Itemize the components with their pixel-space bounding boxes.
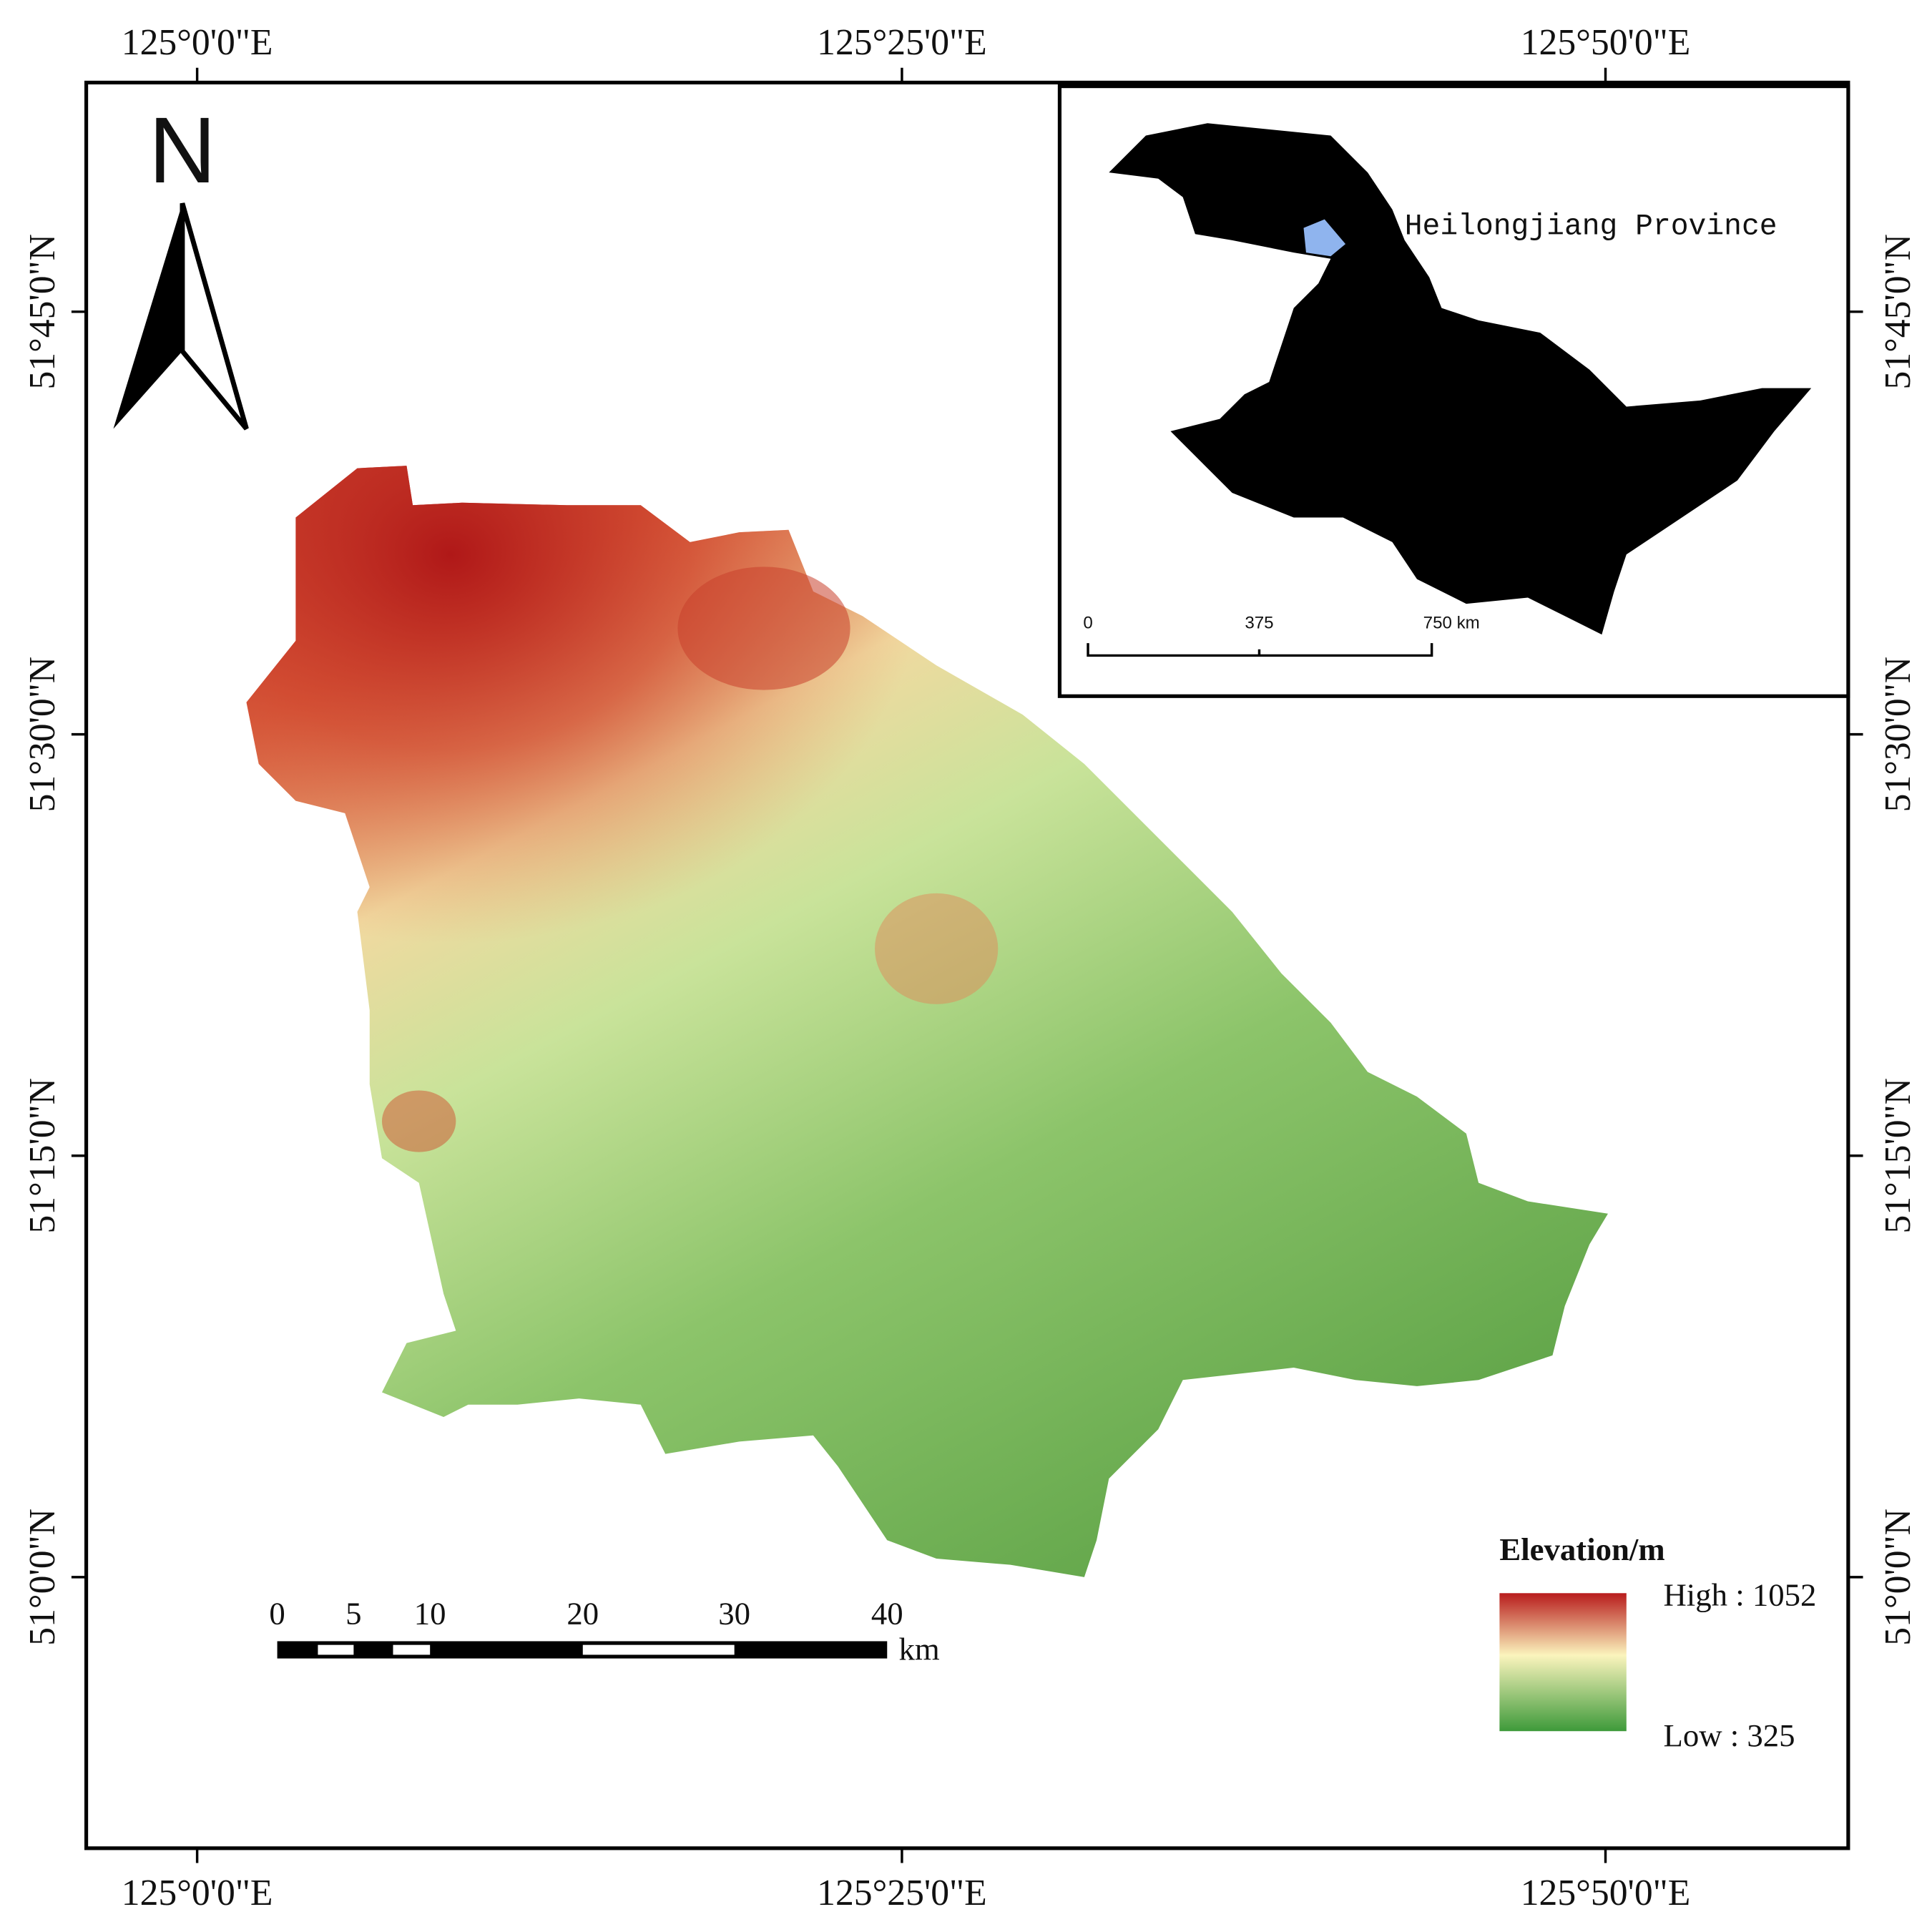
scale-label: 0	[269, 1595, 285, 1631]
scale-unit: km	[898, 1631, 939, 1667]
inset-scale-label: 375	[1245, 614, 1273, 633]
lat-label: 51°30'0"N	[1878, 657, 1918, 813]
scale-label: 40	[871, 1595, 903, 1631]
legend-high: High : 1052	[1663, 1577, 1816, 1613]
legend-ramp	[1499, 1593, 1627, 1732]
lon-label: 125°0'0"E	[122, 22, 273, 63]
lon-label: 125°25'0"E	[817, 1873, 987, 1913]
north-label: N	[149, 97, 217, 202]
scale-bar: 0 5 10 20 30 40 km	[269, 1595, 939, 1667]
lat-label: 51°30'0"N	[22, 657, 63, 813]
legend-low: Low : 325	[1663, 1717, 1795, 1753]
lat-label: 51°45'0"N	[1878, 234, 1918, 390]
inset-map: Heilongjiang Province 0 375 750 km	[1057, 84, 1850, 698]
lat-label: 51°0'0"N	[22, 1509, 63, 1646]
graticule-ticks	[71, 67, 1863, 1863]
inset-label: Heilongjiang Province	[1405, 210, 1777, 243]
lon-label: 125°25'0"E	[817, 22, 987, 63]
map-frame	[84, 80, 1850, 1850]
lon-label: 125°0'0"E	[122, 1873, 273, 1913]
scale-label: 20	[567, 1595, 599, 1631]
scale-label: 10	[414, 1595, 446, 1631]
lon-label: 125°50'0"E	[1521, 22, 1691, 63]
lat-label: 51°15'0"N	[22, 1078, 63, 1234]
lat-label: 51°45'0"N	[22, 234, 63, 390]
legend: Elevation/m High : 1052 Low : 325	[1499, 1531, 1816, 1753]
inset-scale-label: 750 km	[1423, 614, 1480, 633]
lon-label: 125°50'0"E	[1521, 1873, 1691, 1913]
lat-label: 51°15'0"N	[1878, 1078, 1918, 1234]
north-arrow: N	[113, 97, 249, 431]
scale-label: 5	[345, 1595, 361, 1631]
elevation-raster	[246, 466, 1608, 1577]
lat-label: 51°0'0"N	[1878, 1509, 1918, 1646]
scale-label: 30	[718, 1595, 750, 1631]
inset-scale-label: 0	[1083, 614, 1092, 633]
legend-title: Elevation/m	[1499, 1531, 1664, 1567]
